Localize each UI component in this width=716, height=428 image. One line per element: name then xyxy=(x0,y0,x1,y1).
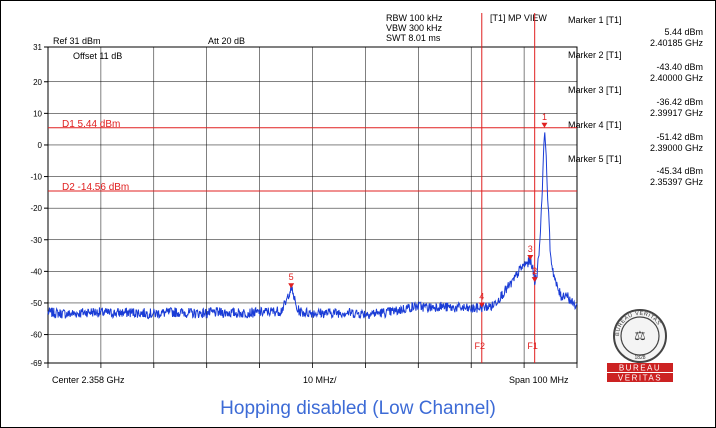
y-tick-label: 10 xyxy=(33,109,42,118)
y-tick-label: 31 xyxy=(33,43,42,52)
marker-3-name: Marker 3 [T1] xyxy=(568,85,622,95)
view-label: [T1] MP VIEW xyxy=(490,13,547,23)
vbw-label: VBW 300 kHz xyxy=(386,23,443,33)
marker-4-name: Marker 4 [T1] xyxy=(568,120,622,130)
spectrum-trace xyxy=(47,132,578,320)
marker-1-freq: 2.40185 GHz xyxy=(649,38,703,48)
marker-2-freq: 2.40000 GHz xyxy=(649,73,703,83)
bureau-veritas-logo: BUREAU VERITAS ⚖ 1828 BUREAU VERITAS xyxy=(607,309,673,383)
marker-3-point xyxy=(527,255,534,261)
y-tick-labels: 31 20 10 0 -10 -20 -30 -40 -50 -60 -69 xyxy=(30,43,42,368)
offset-label: Offset 11 dB xyxy=(73,51,123,61)
frequency-label-f1: F1 xyxy=(527,341,538,351)
logo-word-bureau: BUREAU xyxy=(619,364,661,373)
display-line-label-d1: D1 5.44 dBm xyxy=(62,119,120,130)
display-lines: D1 5.44 dBm D2 -14.56 dBm xyxy=(48,119,577,193)
logo-emblem-icon: ⚖ xyxy=(634,328,646,343)
display-line-label-d2: D2 -14.56 dBm xyxy=(62,182,129,193)
marker-2-name: Marker 2 [T1] xyxy=(568,50,622,60)
marker-5-point xyxy=(288,283,295,289)
caption: Hopping disabled (Low Channel) xyxy=(220,398,496,419)
ref-level-label: Ref 31 dBm xyxy=(53,36,101,46)
marker-4-level: -51.42 dBm xyxy=(656,132,703,142)
marker-4-point xyxy=(478,302,485,308)
marker-2-point xyxy=(531,277,538,283)
marker-1-label: 1 xyxy=(542,112,547,122)
marker-5-name: Marker 5 [T1] xyxy=(568,154,622,164)
swt-label: SWT 8.01 ms xyxy=(386,33,441,43)
chart-grid xyxy=(44,46,578,364)
attenuation-label: Att 20 dB xyxy=(208,36,246,46)
y-tick-label: -20 xyxy=(30,204,42,213)
marker-4-freq: 2.39000 GHz xyxy=(649,143,703,153)
marker-5-freq: 2.35397 GHz xyxy=(649,177,703,187)
marker-4-label: 4 xyxy=(479,291,484,301)
center-freq-label: Center 2.358 GHz xyxy=(52,375,125,385)
marker-2-level: -43.40 dBm xyxy=(656,62,703,72)
y-tick-label: -10 xyxy=(30,173,42,182)
marker-1-level: 5.44 dBm xyxy=(664,27,703,37)
y-tick-label: 0 xyxy=(38,141,43,150)
frequency-label-f2: F2 xyxy=(475,341,486,351)
marker-5-label: 5 xyxy=(289,272,294,282)
marker-3-label: 3 xyxy=(528,244,533,254)
frequency-lines: F1 F2 xyxy=(475,13,538,363)
logo-word-veritas: VERITAS xyxy=(618,374,662,383)
y-tick-label: 20 xyxy=(33,78,42,87)
rbw-label: RBW 100 kHz xyxy=(386,13,443,23)
y-tick-label: -40 xyxy=(30,267,42,276)
y-tick-label: -69 xyxy=(30,359,42,368)
span-label: Span 100 MHz xyxy=(509,375,569,385)
y-tick-label: -30 xyxy=(30,236,42,245)
y-tick-label: -50 xyxy=(30,299,42,308)
marker-points: 1 2 3 4 5 xyxy=(288,112,548,308)
marker-3-freq: 2.39917 GHz xyxy=(649,108,703,118)
marker-1-point xyxy=(541,122,548,128)
marker-2-label: 2 xyxy=(532,266,537,276)
marker-3-level: -36.42 dBm xyxy=(656,97,703,107)
marker-1-name: Marker 1 [T1] xyxy=(568,15,622,25)
span-per-div-label: 10 MHz/ xyxy=(303,375,337,385)
marker-5-level: -45.34 dBm xyxy=(656,166,703,176)
logo-year: 1828 xyxy=(634,355,645,361)
y-tick-label: -60 xyxy=(30,331,42,340)
footer-tick-marks xyxy=(47,363,578,368)
